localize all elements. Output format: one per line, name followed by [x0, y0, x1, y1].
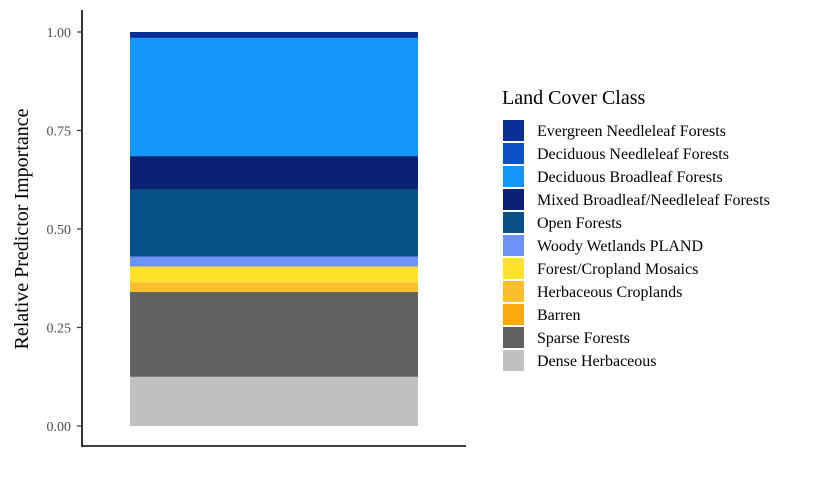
legend-swatch: [503, 304, 524, 325]
legend-swatch: [503, 235, 524, 256]
legend-label: Open Forests: [537, 215, 622, 232]
legend-title: Land Cover Class: [502, 87, 646, 109]
legend-swatch: [503, 212, 524, 233]
legend-label: Sparse Forests: [537, 330, 630, 347]
bar-stack: [130, 32, 418, 426]
bar-segment: [130, 256, 418, 267]
legend-swatch: [503, 189, 524, 210]
y-tick-label: 0.50: [47, 223, 72, 238]
y-axis-ticks: 0.00 0.25 0.50 0.75 1.00: [47, 26, 82, 435]
legend-label: Forest/Cropland Mosaics: [537, 261, 698, 278]
legend: Evergreen Needleleaf Forests Deciduous Ne…: [503, 120, 770, 371]
legend-swatch: [503, 350, 524, 371]
bar-segment: [130, 292, 418, 377]
legend-swatch: [503, 327, 524, 348]
y-tick-label: 0.00: [47, 420, 72, 435]
legend-label: Mixed Broadleaf/Needleleaf Forests: [537, 192, 770, 209]
y-tick-label: 0.25: [47, 322, 72, 337]
legend-swatch: [503, 120, 524, 141]
y-tick-label: 0.75: [47, 125, 72, 140]
bar-segment: [130, 156, 418, 190]
y-axis-title: Relative Predictor Importance: [11, 108, 33, 349]
legend-swatch: [503, 166, 524, 187]
legend-swatch: [503, 143, 524, 164]
y-tick-label: 1.00: [47, 26, 72, 41]
legend-label: Dense Herbaceous: [537, 353, 657, 370]
legend-label: Woody Wetlands PLAND: [537, 238, 703, 255]
bar-segment: [130, 282, 418, 293]
bar-segment: [130, 37, 418, 157]
legend-label: Herbaceous Croplands: [537, 284, 682, 301]
legend-swatch: [503, 258, 524, 279]
legend-label: Barren: [537, 307, 581, 324]
bar-segment: [130, 376, 418, 426]
bar-segment: [130, 32, 418, 38]
legend-label: Deciduous Needleleaf Forests: [537, 146, 729, 163]
bar-segment: [130, 266, 418, 283]
legend-swatch: [503, 281, 524, 302]
legend-label: Evergreen Needleleaf Forests: [537, 123, 726, 140]
legend-label: Deciduous Broadleaf Forests: [537, 169, 723, 186]
bar-segment: [130, 189, 418, 257]
